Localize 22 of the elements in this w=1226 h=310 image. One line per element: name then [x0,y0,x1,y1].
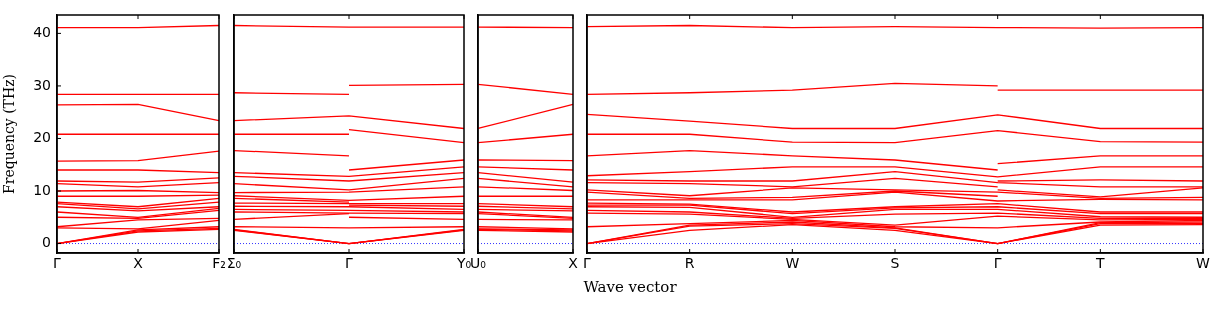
x-tick-label: Γ [993,255,1002,272]
y-tick-label: 0 [42,234,51,251]
y-tick-label: 30 [33,76,51,93]
x-tick-label: Γ [345,255,354,272]
x-tick-label: F₂ [212,255,226,272]
x-tick-label: R [684,255,695,272]
x-tick-label: W [1196,255,1211,272]
x-tick-label: W [785,255,800,272]
x-tick-label: X [133,255,144,272]
x-axis-title: Wave vector [582,278,678,296]
x-tick-label: T [1095,255,1106,272]
y-tick-label: 40 [33,24,51,41]
x-tick-label: Γ [583,255,592,272]
y-tick-label: 10 [33,181,51,198]
x-tick-label: U₀ [470,255,487,272]
y-tick-label: 20 [33,129,51,146]
x-tick-label: Γ [53,255,62,272]
x-tick-label: Y₀ [455,255,472,272]
x-tick-label: Σ₀ [226,255,242,272]
x-tick-label: S [890,255,900,272]
x-tick-label: X [568,255,579,272]
y-axis-title: Frequency (THz) [1,73,18,195]
